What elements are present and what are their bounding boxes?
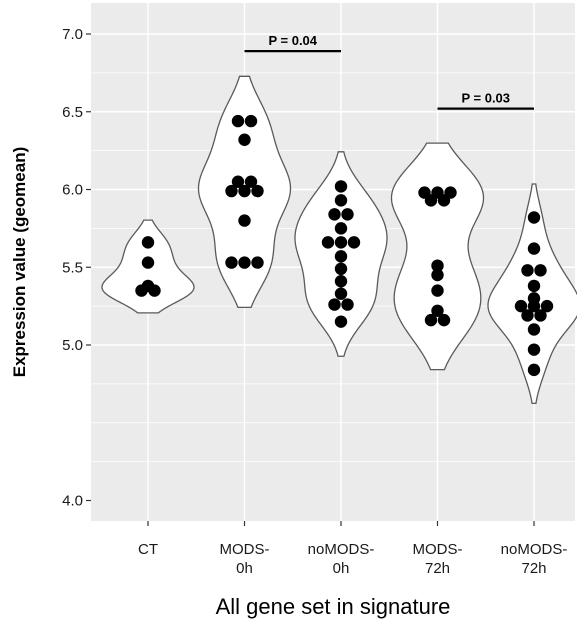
x-tick-label: noMODS-72h [501, 541, 568, 577]
y-tick-label: 7.0 [62, 26, 83, 43]
data-point [534, 309, 547, 322]
data-points [135, 114, 554, 377]
y-tick-label: 4.0 [62, 493, 83, 510]
data-point [424, 313, 438, 327]
data-point [251, 256, 264, 269]
p-value-label: P = 0.03 [461, 91, 510, 106]
x-axis-title: All gene set in signature [216, 594, 451, 619]
data-point [334, 180, 348, 193]
data-point [334, 315, 348, 328]
data-point [431, 259, 444, 272]
data-point [328, 208, 341, 221]
data-point [328, 298, 341, 311]
data-point [347, 236, 361, 249]
y-tick-label: 6.5 [62, 104, 83, 121]
data-point [431, 186, 444, 199]
data-point [514, 299, 528, 313]
data-point [444, 186, 457, 199]
data-point [341, 298, 354, 311]
data-point [334, 250, 348, 263]
data-point [527, 343, 541, 356]
data-point [231, 175, 245, 188]
x-axis-ticks: CT MODS-0h noMODS-0h MODS-72h noMODS-72h [138, 521, 567, 577]
y-axis-title: Expression value (geomean) [10, 147, 29, 378]
data-point [540, 299, 554, 313]
data-point [238, 184, 251, 198]
data-point [334, 222, 348, 235]
y-tick-label: 5.0 [62, 337, 83, 354]
data-point [431, 304, 444, 317]
data-point [527, 242, 541, 255]
x-tick-label: MODS-72h [413, 541, 463, 577]
data-point [321, 236, 335, 249]
data-point [521, 264, 534, 277]
data-point [238, 214, 251, 227]
y-tick-label: 5.5 [62, 259, 83, 276]
data-point [251, 184, 264, 198]
data-point [238, 256, 251, 269]
x-tick-label: CT [138, 541, 158, 558]
data-point [225, 184, 238, 198]
data-point [431, 284, 444, 297]
y-tick-label: 6.0 [62, 182, 83, 199]
data-point [437, 313, 451, 327]
data-point [527, 323, 541, 336]
data-point [244, 175, 258, 188]
x-tick-label: MODS-0h [220, 541, 270, 577]
data-point [141, 236, 155, 249]
data-point [534, 264, 547, 277]
data-point [527, 363, 541, 377]
data-point [527, 211, 541, 224]
data-point [334, 194, 348, 207]
significance-brackets: P = 0.04 P = 0.03 [244, 33, 534, 110]
y-axis-ticks: 4.0 5.0 5.5 6.0 6.5 7.0 [62, 26, 91, 510]
data-point [238, 133, 251, 146]
data-point [244, 114, 258, 128]
data-point [527, 292, 541, 305]
data-point [418, 186, 431, 199]
x-tick-label: noMODS-0h [308, 541, 375, 577]
data-point [334, 236, 348, 249]
violin-MODS-72h [390, 142, 485, 371]
data-point [334, 287, 348, 300]
data-point [334, 275, 348, 288]
data-point [231, 114, 245, 128]
data-point [341, 208, 354, 221]
data-point [141, 256, 155, 269]
data-point [334, 262, 348, 276]
data-point [521, 309, 534, 322]
p-value-label: P = 0.04 [268, 33, 317, 48]
data-point [141, 279, 155, 293]
data-point [527, 279, 541, 293]
data-point [225, 256, 238, 269]
data-point [431, 268, 444, 282]
